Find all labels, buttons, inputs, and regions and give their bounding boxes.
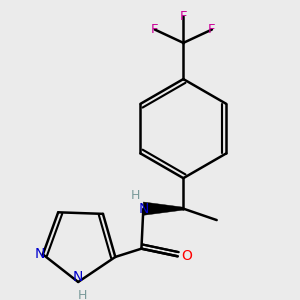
Polygon shape [143, 202, 183, 215]
Text: F: F [180, 10, 187, 23]
Text: N: N [73, 270, 83, 284]
Text: N: N [138, 202, 148, 216]
Text: H: H [131, 189, 140, 202]
Text: F: F [208, 23, 216, 36]
Text: O: O [181, 249, 192, 263]
Text: F: F [151, 23, 158, 36]
Text: N: N [35, 248, 45, 261]
Text: H: H [78, 289, 88, 300]
